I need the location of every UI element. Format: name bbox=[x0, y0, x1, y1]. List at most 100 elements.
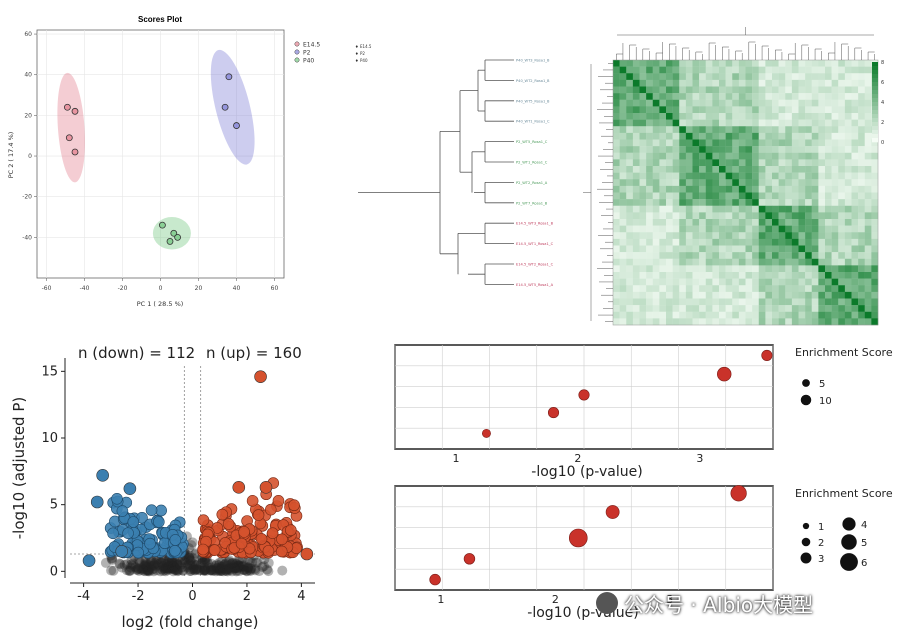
heatmap-cell bbox=[659, 205, 667, 213]
heatmap-cell bbox=[811, 265, 819, 273]
heatmap-cell bbox=[666, 166, 673, 173]
heatmap-cell bbox=[712, 185, 720, 193]
heatmap-cell bbox=[805, 265, 812, 273]
volcano-point-ns bbox=[165, 562, 176, 573]
heatmap-cell bbox=[838, 232, 846, 240]
heatmap-cell bbox=[772, 132, 779, 140]
heatmap-cell bbox=[798, 318, 806, 326]
heatmap-cell bbox=[725, 305, 733, 312]
heatmap-cell bbox=[825, 311, 832, 319]
volcano-point-ns bbox=[179, 557, 190, 568]
heatmap-cell bbox=[732, 126, 740, 134]
heatmap-cell bbox=[858, 258, 865, 266]
heatmap-cell bbox=[639, 106, 647, 114]
heatmap-cell bbox=[652, 119, 660, 127]
enrich-top-size-legend: 510 bbox=[800, 379, 832, 407]
volcano-point-ns bbox=[200, 564, 211, 575]
heatmap-cell bbox=[619, 258, 627, 266]
heatmap-cell bbox=[679, 152, 687, 160]
heatmap-cell bbox=[871, 291, 879, 299]
volcano-point-ns bbox=[155, 566, 166, 577]
heatmap-cell bbox=[613, 238, 620, 246]
heatmap-cell bbox=[619, 291, 627, 299]
heatmap-cell bbox=[613, 73, 620, 81]
heatmap-cell bbox=[831, 126, 839, 134]
volcano-point-ns bbox=[141, 565, 152, 576]
heatmap-cell bbox=[646, 119, 653, 127]
heatmap-cell bbox=[652, 179, 660, 187]
heatmap-cell bbox=[798, 199, 806, 206]
heatmap-cell bbox=[825, 86, 832, 94]
heatmap-cell bbox=[838, 132, 846, 140]
heatmap-cell bbox=[752, 212, 759, 220]
heatmap-cell bbox=[811, 219, 819, 226]
heatmap-cell bbox=[758, 93, 766, 100]
heatmap-cell bbox=[858, 252, 865, 259]
heatmap-cell bbox=[752, 225, 759, 233]
volcano-point-ns bbox=[229, 563, 240, 574]
heatmap-cell bbox=[738, 146, 746, 153]
heatmap-cell bbox=[831, 179, 839, 187]
heatmap-cell bbox=[778, 219, 786, 226]
heatmap-cell bbox=[712, 73, 720, 81]
heatmap-cell bbox=[818, 192, 826, 200]
heatmap-cell bbox=[864, 66, 872, 74]
volcano-point-ns bbox=[134, 565, 145, 576]
enrich-top-xlabel: -log10 (p-value) bbox=[531, 464, 642, 480]
volcano-point-ns bbox=[139, 560, 150, 571]
heatmap-cell bbox=[864, 285, 872, 293]
heatmap-cell bbox=[818, 79, 826, 87]
heatmap-cell bbox=[785, 159, 793, 167]
heatmap-cell bbox=[791, 192, 799, 200]
heatmap-cell bbox=[672, 60, 680, 67]
colorbar-segment bbox=[872, 70, 878, 75]
pca-xtick-label: 20 bbox=[195, 285, 203, 292]
heatmap-cell bbox=[838, 106, 846, 114]
volcano-point-ns bbox=[172, 564, 183, 575]
heatmap-cell bbox=[652, 291, 660, 299]
heatmap-cell bbox=[831, 152, 839, 160]
volcano-point-ns bbox=[187, 560, 198, 571]
heatmap-cell bbox=[858, 146, 865, 153]
heatmap-cell bbox=[864, 132, 872, 140]
volcano-point-ns bbox=[141, 561, 152, 572]
heatmap-cell bbox=[791, 318, 799, 326]
volcano-ytick-label: 0 bbox=[50, 564, 58, 579]
volcano-point-ns bbox=[188, 559, 199, 570]
heatmap-cell bbox=[685, 232, 693, 240]
colorbar-segment bbox=[872, 114, 878, 119]
heatmap-cell bbox=[851, 311, 859, 319]
dendrogram-legend-label: P2 bbox=[360, 51, 365, 56]
heatmap-cell bbox=[679, 113, 687, 120]
heatmap-cell bbox=[672, 232, 680, 240]
heatmap-cell bbox=[818, 232, 826, 240]
volcano-point-highlight bbox=[259, 481, 273, 494]
volcano-point-ns bbox=[233, 560, 244, 571]
heatmap-cell bbox=[844, 185, 852, 193]
heatmap-cell bbox=[725, 318, 733, 326]
volcano-point-highlight bbox=[82, 554, 96, 567]
heatmap-cell bbox=[679, 225, 687, 233]
heatmap-cell bbox=[626, 146, 634, 153]
heatmap-cell bbox=[732, 99, 740, 107]
dendrogram-leaf-label: P40_WT1_Rosa1_C bbox=[516, 120, 550, 124]
heatmap-cell bbox=[844, 265, 852, 273]
heatmap-cell bbox=[811, 73, 819, 81]
heatmap-cell bbox=[778, 245, 786, 253]
heatmap-cell bbox=[838, 79, 846, 87]
heatmap-cell bbox=[844, 60, 852, 67]
heatmap-cell bbox=[712, 172, 720, 180]
heatmap-cell bbox=[659, 132, 667, 140]
heatmap-cell bbox=[712, 205, 720, 213]
heatmap-cell bbox=[858, 311, 865, 319]
heatmap-cell bbox=[646, 185, 653, 193]
heatmap-cell bbox=[818, 258, 826, 266]
heatmap-cell bbox=[851, 219, 859, 226]
heatmap-cell bbox=[705, 258, 713, 266]
heatmap-cell bbox=[811, 225, 819, 233]
heatmap-cell bbox=[858, 265, 865, 273]
heatmap-cell bbox=[652, 60, 660, 67]
volcano-point-ns bbox=[199, 565, 210, 576]
heatmap-cell bbox=[725, 291, 733, 299]
heatmap-cell bbox=[659, 285, 667, 293]
